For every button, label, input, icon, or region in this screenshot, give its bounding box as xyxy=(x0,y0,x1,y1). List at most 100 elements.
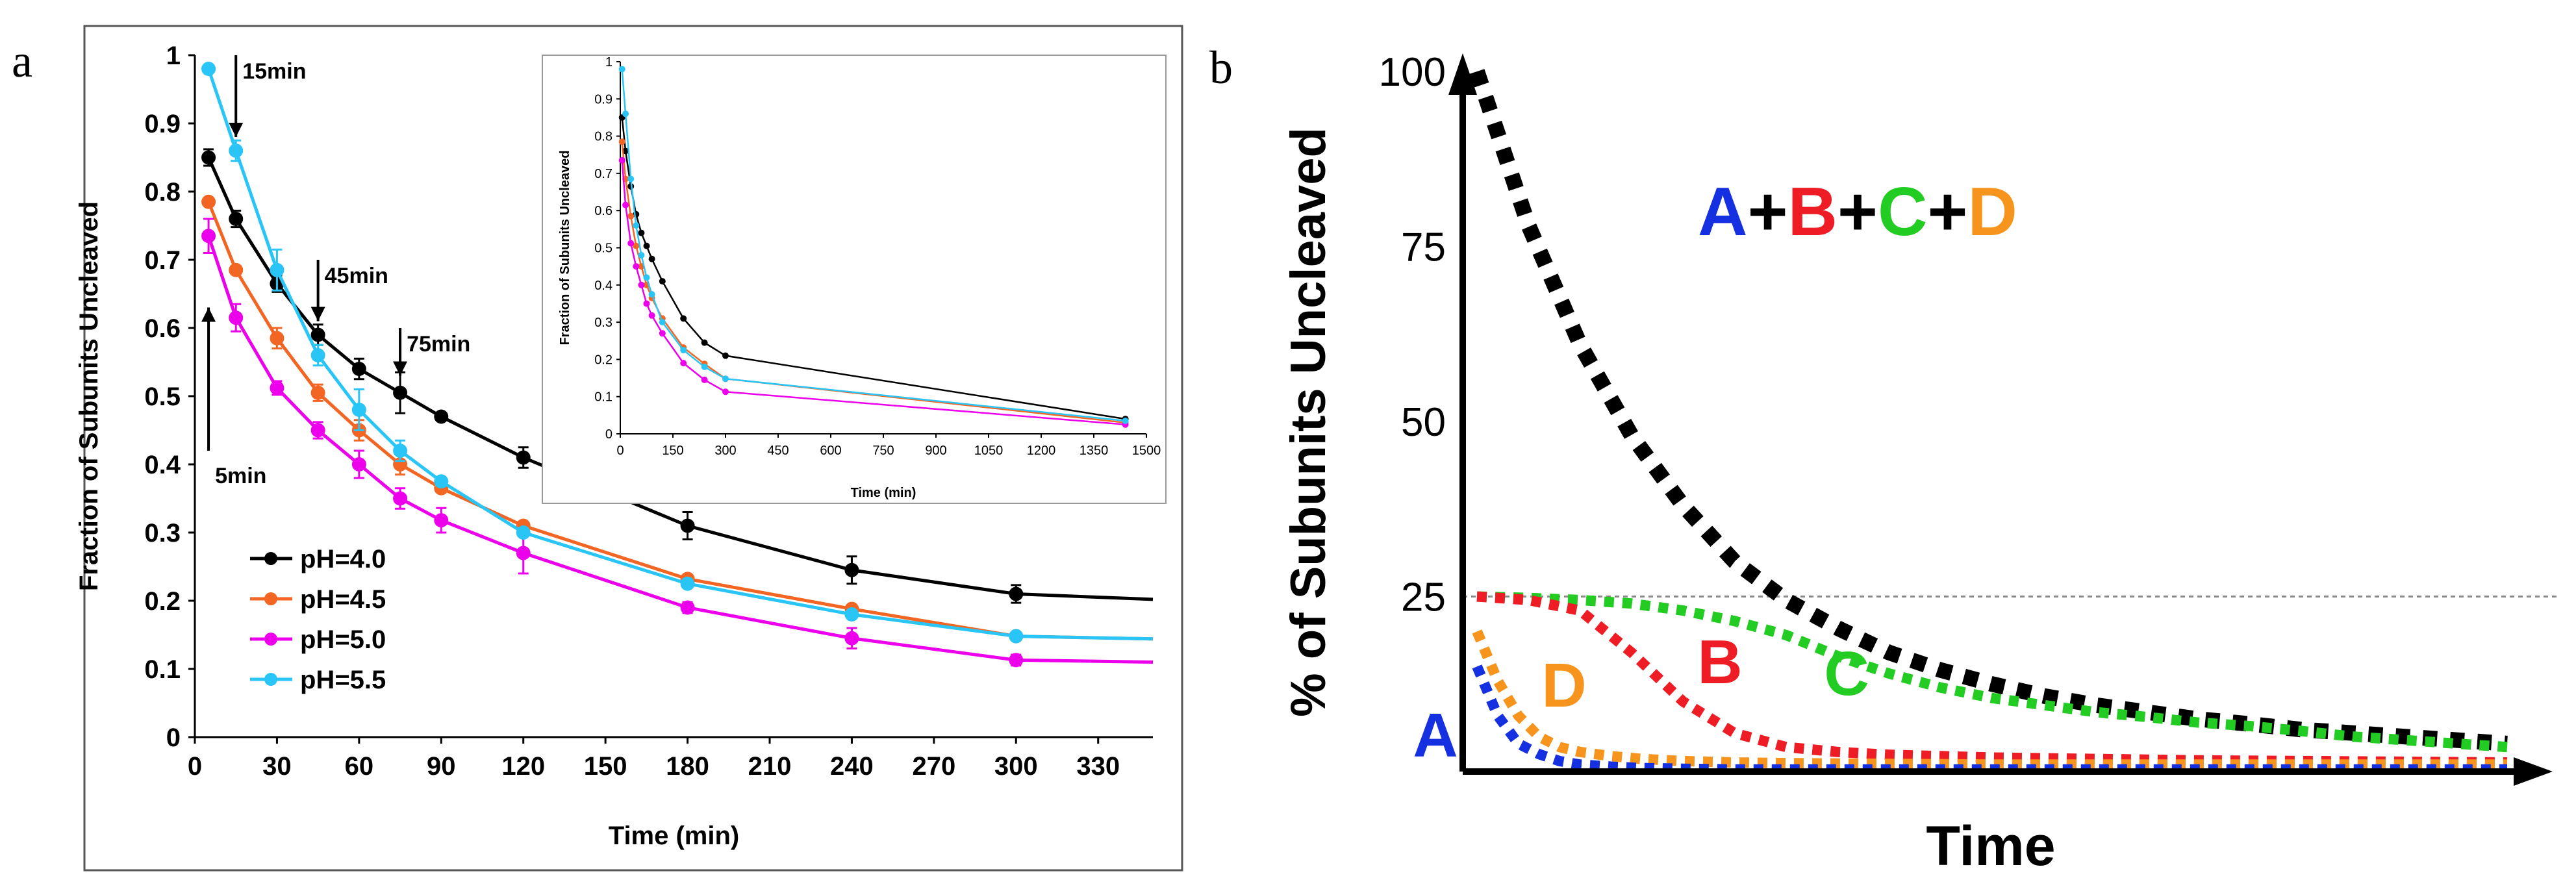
data-point xyxy=(270,262,284,277)
data-point xyxy=(516,525,531,540)
annotation-label: 75min xyxy=(407,332,470,357)
panel-a-y-axis-label: Fraction of Subunits Uncleaved xyxy=(75,201,103,591)
inset-data-point xyxy=(622,147,629,155)
panel-a-x-tick-label: 330 xyxy=(1076,752,1120,781)
panel-b-y-axis-label: % of Subunits Uncleaved xyxy=(1281,127,1336,717)
panel-a-x-tick-label: 120 xyxy=(501,752,545,781)
panel-a-y-tick-label: 0.9 xyxy=(144,110,181,138)
data-point xyxy=(229,212,244,226)
inset-data-point xyxy=(633,263,640,270)
legend-marker xyxy=(264,673,277,686)
inset-data-point xyxy=(627,240,635,247)
panel-b-curve-labels: C B D A xyxy=(1413,627,1869,770)
data-point xyxy=(393,385,408,400)
inset-data-point xyxy=(680,315,687,322)
curve-C xyxy=(1476,591,2508,753)
panel-label-b: b xyxy=(1209,42,1233,94)
title-part: C xyxy=(1878,173,1928,250)
inset-data-point xyxy=(618,138,625,145)
inset-x-tick-label: 900 xyxy=(925,444,946,458)
panel-b-y-tick-label: 75 xyxy=(1401,225,1446,270)
data-point xyxy=(351,362,366,376)
panel-a-x-tick-label: 30 xyxy=(262,752,292,781)
inset-series-line-pH=5.0 xyxy=(621,160,1126,425)
inset-data-point xyxy=(633,222,640,229)
panel-a-x-tick-label: 60 xyxy=(345,752,374,781)
data-point xyxy=(434,474,449,489)
data-point xyxy=(229,310,244,325)
panel-b-axes: 25 50 75 100 xyxy=(1379,50,2553,786)
legend-label: pH=4.5 xyxy=(300,585,386,614)
data-point xyxy=(1009,586,1024,601)
inset-data-point xyxy=(638,281,645,288)
data-point xyxy=(680,518,695,533)
panel-b-y-tick-label: 25 xyxy=(1401,575,1446,620)
series-line-pH=5.5 xyxy=(207,68,1154,641)
annotation-arrowhead xyxy=(310,307,325,321)
panel-a-x-tick-label: 210 xyxy=(748,752,792,781)
inset-x-tick-label: 1350 xyxy=(1080,444,1109,458)
inset-x-tick-label: 150 xyxy=(662,444,683,458)
inset-y-tick-label: 0.7 xyxy=(594,167,612,181)
curve-A+B+C+D xyxy=(1469,69,2508,751)
inset-data-point xyxy=(680,360,687,367)
data-point xyxy=(844,631,859,646)
panel-b-y-tick-label: 100 xyxy=(1379,50,1446,95)
legend-marker xyxy=(264,592,277,605)
data-point xyxy=(310,385,325,400)
inset-data-point xyxy=(680,347,687,354)
legend-marker xyxy=(264,552,277,565)
inset-data-point xyxy=(643,300,650,307)
inset-data-point xyxy=(622,110,629,118)
inset-x-tick-label: 750 xyxy=(872,444,894,458)
panel-a-x-tick-label: 150 xyxy=(584,752,627,781)
inset-y-tick-label: 0.5 xyxy=(594,242,612,256)
inset-y-tick-label: 0.8 xyxy=(594,130,612,144)
inset-x-tick-label: 0 xyxy=(616,444,624,458)
inset-y-tick-label: 0 xyxy=(605,427,612,442)
panel-a-y-tick-label: 0.2 xyxy=(144,587,181,616)
annotation-arrowhead xyxy=(393,361,408,376)
panel-a-x-tick-label: 0 xyxy=(188,752,202,781)
inset-series-line-pH=5.5 xyxy=(621,69,1126,422)
data-point xyxy=(1009,629,1024,644)
data-point xyxy=(310,327,325,342)
data-point xyxy=(201,229,216,244)
panel-a-axes: 0 0.1 0.2 0.3 0.4 0.5 0.6 0.7 0.8 0.9 1 0 30 60 90 120 1… xyxy=(144,42,1153,781)
series-line-pH=5.0 xyxy=(207,235,1154,664)
annotation-label: 45min xyxy=(325,264,388,288)
inset-data-point xyxy=(643,274,650,281)
inset-data-point xyxy=(659,330,666,337)
panel-b-x-axis-label: Time xyxy=(1926,815,2055,877)
inset-y-tick-label: 0.4 xyxy=(594,279,612,293)
title-part: + xyxy=(1928,173,1968,250)
inset-series xyxy=(618,66,1129,428)
panel-a-y-tick-label: 0 xyxy=(166,723,181,752)
data-point xyxy=(351,457,366,472)
title-part: A xyxy=(1698,173,1748,250)
legend-label: pH=5.0 xyxy=(300,625,386,654)
panel-a-inset: 0 0.1 0.2 0.3 0.4 0.5 0.6 0.7 0.8 0.9 1 0 150 300 450 6… xyxy=(542,55,1167,504)
inset-data-point xyxy=(659,319,666,326)
inset-y-tick-label: 1 xyxy=(605,55,612,69)
inset-x-tick-label: 450 xyxy=(767,444,789,458)
panel-a-y-tick-label: 0.4 xyxy=(144,451,181,479)
annotation-arrowhead xyxy=(229,123,244,137)
panel-a-x-tick-label: 180 xyxy=(666,752,709,781)
panel-a-y-tick-label: 0.1 xyxy=(144,655,181,684)
data-point xyxy=(434,409,449,424)
data-point xyxy=(1009,653,1024,668)
inset-series-line-pH=4.5 xyxy=(621,142,1126,424)
data-point xyxy=(229,262,244,277)
legend-label: pH=5.5 xyxy=(300,666,386,694)
panel-a-y-tick-label: 0.3 xyxy=(144,519,181,547)
inset-frame xyxy=(542,55,1167,504)
data-point xyxy=(434,513,449,528)
panel-a-x-tick-label: 300 xyxy=(994,752,1038,781)
data-point xyxy=(201,62,216,76)
data-point xyxy=(201,194,216,209)
inset-data-point xyxy=(701,363,708,370)
curve-label-C: C xyxy=(1824,639,1869,709)
panel-a-x-tick-label: 240 xyxy=(830,752,874,781)
